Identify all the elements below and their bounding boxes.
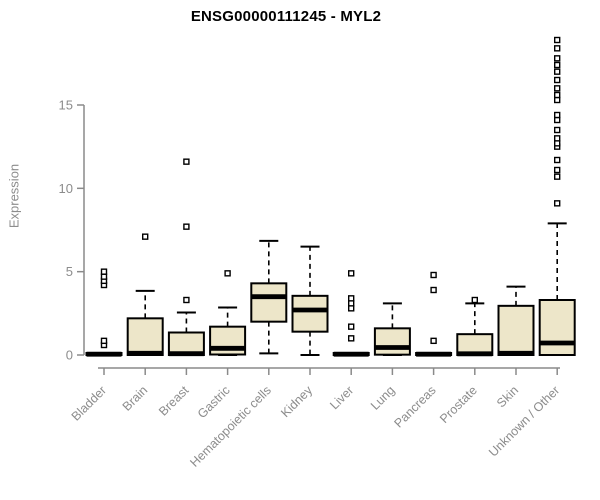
category-label: Breast — [156, 383, 192, 419]
box-unknown-other — [538, 299, 576, 356]
outlier-point — [554, 55, 561, 62]
outlier-point — [554, 116, 561, 124]
outlier-point — [554, 96, 561, 104]
outlier-point — [554, 140, 561, 147]
category-label: Gastric — [195, 383, 233, 421]
outlier-point — [554, 173, 561, 180]
category-label: Skin — [494, 383, 521, 410]
outlier-point — [430, 286, 437, 294]
outlier-point — [554, 76, 561, 84]
outlier-point — [100, 337, 108, 345]
y-tick-label: 10 — [59, 181, 73, 196]
chart-title: ENSG00000111245 - MYL2 — [190, 8, 382, 25]
outlier-point — [554, 68, 561, 75]
outlier-point — [554, 200, 561, 207]
category-label: Kidney — [278, 383, 315, 420]
outlier-point — [471, 296, 478, 304]
outlier-point — [348, 335, 355, 342]
category-label: Hematopoietic cells — [187, 383, 274, 470]
box-hematopoietic-cells — [250, 282, 288, 323]
box-lung — [373, 327, 411, 356]
category-label: Unknown / Other — [486, 383, 562, 459]
y-tick-label: 5 — [66, 264, 73, 279]
outlier-point — [141, 233, 149, 240]
category-label: Bladder — [69, 383, 109, 423]
outlier-point — [554, 36, 561, 44]
y-tick-label: 0 — [66, 348, 73, 363]
outlier-point — [554, 126, 561, 134]
outlier-point — [183, 223, 190, 230]
outlier-point — [554, 61, 561, 69]
outlier-point — [430, 271, 437, 279]
y-tick-label: 15 — [59, 98, 73, 113]
box-brain — [126, 317, 164, 357]
box-skin — [497, 304, 535, 357]
outlier-point — [554, 45, 561, 52]
outlier-point — [348, 295, 355, 302]
category-label: Brain — [120, 383, 151, 414]
outlier-point — [348, 323, 355, 330]
category-label: Prostate — [437, 383, 480, 426]
outlier-point — [554, 111, 561, 119]
outlier-point — [348, 270, 355, 277]
outlier-point — [554, 91, 561, 99]
outlier-point — [554, 135, 561, 142]
category-label: Liver — [327, 383, 356, 412]
outlier-point — [183, 158, 190, 165]
outlier-point — [100, 273, 108, 280]
outlier-point — [554, 166, 561, 174]
outlier-point — [183, 296, 190, 304]
category-label: Pancreas — [391, 383, 438, 430]
outlier-point — [554, 85, 561, 92]
outlier-point — [348, 305, 355, 312]
box-kidney — [291, 294, 329, 333]
outlier-point — [348, 300, 355, 307]
outlier-point — [100, 268, 108, 275]
category-label: Lung — [368, 383, 398, 413]
outlier-point — [554, 156, 561, 164]
outlier-point — [224, 270, 231, 277]
outlier-point — [430, 337, 437, 345]
